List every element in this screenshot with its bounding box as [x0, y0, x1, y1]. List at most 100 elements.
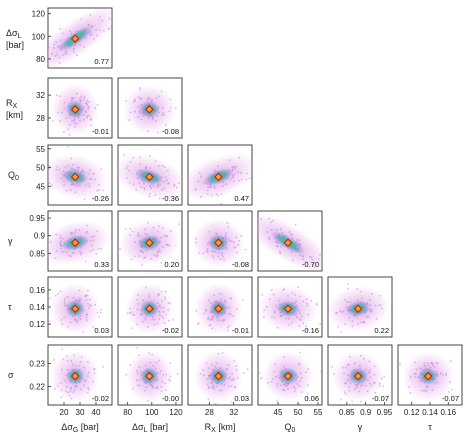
svg-text:Q0: Q0: [8, 170, 19, 182]
svg-text:ΔσG [bar]: ΔσG [bar]: [61, 422, 99, 434]
panel-Q0-vs-RX: 0.47: [187, 144, 253, 206]
x-tick-label: 0.85: [339, 408, 355, 417]
correlation-label: -0.08: [232, 260, 249, 269]
y-axis-label-gamma: γ: [8, 236, 13, 246]
median-marker: [214, 238, 223, 248]
correlation-label: 0.20: [164, 260, 179, 269]
axis-subscript: L: [144, 427, 148, 434]
panel-sigma-vs-RX: 0.03 28 32: [187, 344, 253, 417]
panel-sigma-vs-dsL: -0.00 80 100 120: [117, 344, 183, 417]
panel-sigma-vs-gamma: -0.07 0.85 0.9 0.95: [327, 344, 393, 417]
y-tick-label: 0.85: [29, 249, 45, 258]
panel-sigma-vs-Q0: 0.06 45 50 55: [257, 344, 323, 417]
svg-text:γ: γ: [8, 236, 13, 246]
correlation-label: -0.70: [302, 260, 319, 269]
y-axis-label-tau: τ: [8, 302, 12, 312]
median-marker: [214, 172, 223, 182]
panel-tau-vs-dsG: 0.03 0.12 0.14 0.16: [29, 276, 113, 338]
correlation-label: 0.77: [94, 57, 109, 66]
y-tick-label: 80: [36, 55, 45, 64]
median-marker: [70, 34, 80, 43]
y-axis-label-Q0: Q0: [8, 170, 19, 182]
panel-tau-vs-gamma: 0.22: [327, 276, 393, 338]
svg-text:ΔσL: ΔσL: [6, 28, 22, 40]
y-tick-label: 0.12: [29, 320, 45, 329]
x-axis-label-dsL: ΔσL [bar]: [132, 422, 168, 434]
y-tick-label: 0.9: [34, 232, 46, 241]
median-marker: [283, 371, 293, 381]
correlation-label: 0.03: [234, 394, 249, 403]
panel-tau-vs-RX: -0.01: [187, 276, 253, 338]
x-tick-label: 0.12: [404, 408, 420, 417]
correlation-label: -0.08: [162, 127, 179, 136]
x-tick-label: 100: [145, 408, 159, 417]
x-tick-label: 20: [60, 408, 69, 417]
correlation-label: -0.36: [162, 194, 179, 203]
median-marker: [70, 371, 80, 381]
y-tick-label: 0.16: [29, 286, 45, 295]
y-axis-label-dsL: ΔσL[bar]: [6, 28, 24, 50]
panel-gamma-vs-dsG: 0.33 0.85 0.9 0.95: [29, 210, 113, 272]
axis-subscript: L: [18, 33, 22, 40]
x-tick-label: 28: [205, 408, 214, 417]
svg-text:τ: τ: [8, 302, 12, 312]
x-tick-label: 0.14: [422, 408, 438, 417]
median-marker: [70, 105, 80, 114]
x-tick-label: 0.9: [360, 408, 372, 417]
x-axis-label-gamma: γ: [358, 422, 363, 432]
correlation-label: 0.22: [374, 326, 389, 335]
median-marker: [353, 371, 363, 381]
y-axis-label-sigma: σ: [8, 370, 14, 380]
median-marker: [283, 238, 293, 248]
x-tick-label: 40: [92, 408, 101, 417]
median-marker: [70, 304, 80, 314]
svg-text:γ: γ: [358, 422, 363, 432]
panel-Q0-vs-dsL: -0.36: [117, 144, 183, 206]
correlation-label: -0.07: [442, 394, 459, 403]
panel-tau-vs-dsL: -0.02: [117, 276, 183, 338]
y-tick-label: 32: [36, 91, 45, 100]
correlation-label: -0.26: [92, 194, 109, 203]
median-marker: [145, 238, 154, 248]
panel-RX-vs-dsL: -0.08: [117, 77, 183, 139]
axis-subscript: G: [73, 427, 78, 434]
correlation-label: -0.07: [372, 394, 389, 403]
correlation-label: -0.02: [162, 326, 179, 335]
median-marker: [70, 172, 80, 182]
svg-text:Q0: Q0: [285, 422, 296, 434]
panel-gamma-vs-dsL: 0.20: [117, 210, 183, 272]
x-tick-label: 0.95: [377, 408, 393, 417]
x-tick-label: 0.16: [440, 408, 456, 417]
y-tick-label: 55: [36, 145, 45, 154]
svg-text:σ: σ: [8, 370, 14, 380]
y-tick-label: 100: [32, 32, 46, 41]
panel-gamma-vs-RX: -0.08: [187, 210, 253, 272]
x-axis-label-Q0: Q0: [285, 422, 296, 434]
median-marker: [283, 304, 293, 314]
x-tick-label: 32: [229, 408, 238, 417]
y-tick-label: 28: [36, 114, 45, 123]
correlation-label: -0.02: [92, 394, 109, 403]
panel-RX-vs-dsG: -0.01 28 32: [36, 77, 113, 139]
median-marker: [145, 105, 154, 114]
panel-sigma-vs-dsG: -0.02 0.22 0.23 20 30 40: [29, 344, 113, 417]
x-tick-label: 30: [76, 408, 85, 417]
median-marker: [423, 371, 433, 381]
median-marker: [214, 371, 223, 381]
x-tick-label: 55: [314, 408, 323, 417]
panel-gamma-vs-Q0: -0.70: [257, 210, 323, 272]
y-tick-label: 45: [36, 182, 45, 191]
x-tick-label: 80: [123, 408, 132, 417]
x-tick-label: 45: [274, 408, 283, 417]
median-marker: [145, 304, 154, 314]
correlation-label: -0.00: [162, 394, 179, 403]
median-marker: [353, 304, 363, 314]
y-tick-label: 120: [32, 10, 46, 19]
y-tick-label: 0.14: [29, 303, 45, 312]
y-tick-label: 0.95: [29, 214, 45, 223]
y-axis-unit: [bar]: [6, 40, 24, 50]
y-tick-label: 0.23: [29, 359, 45, 368]
svg-text:ΔσL [bar]: ΔσL [bar]: [132, 422, 168, 434]
median-marker: [145, 371, 154, 381]
x-axis-label-tau: τ: [428, 422, 432, 432]
